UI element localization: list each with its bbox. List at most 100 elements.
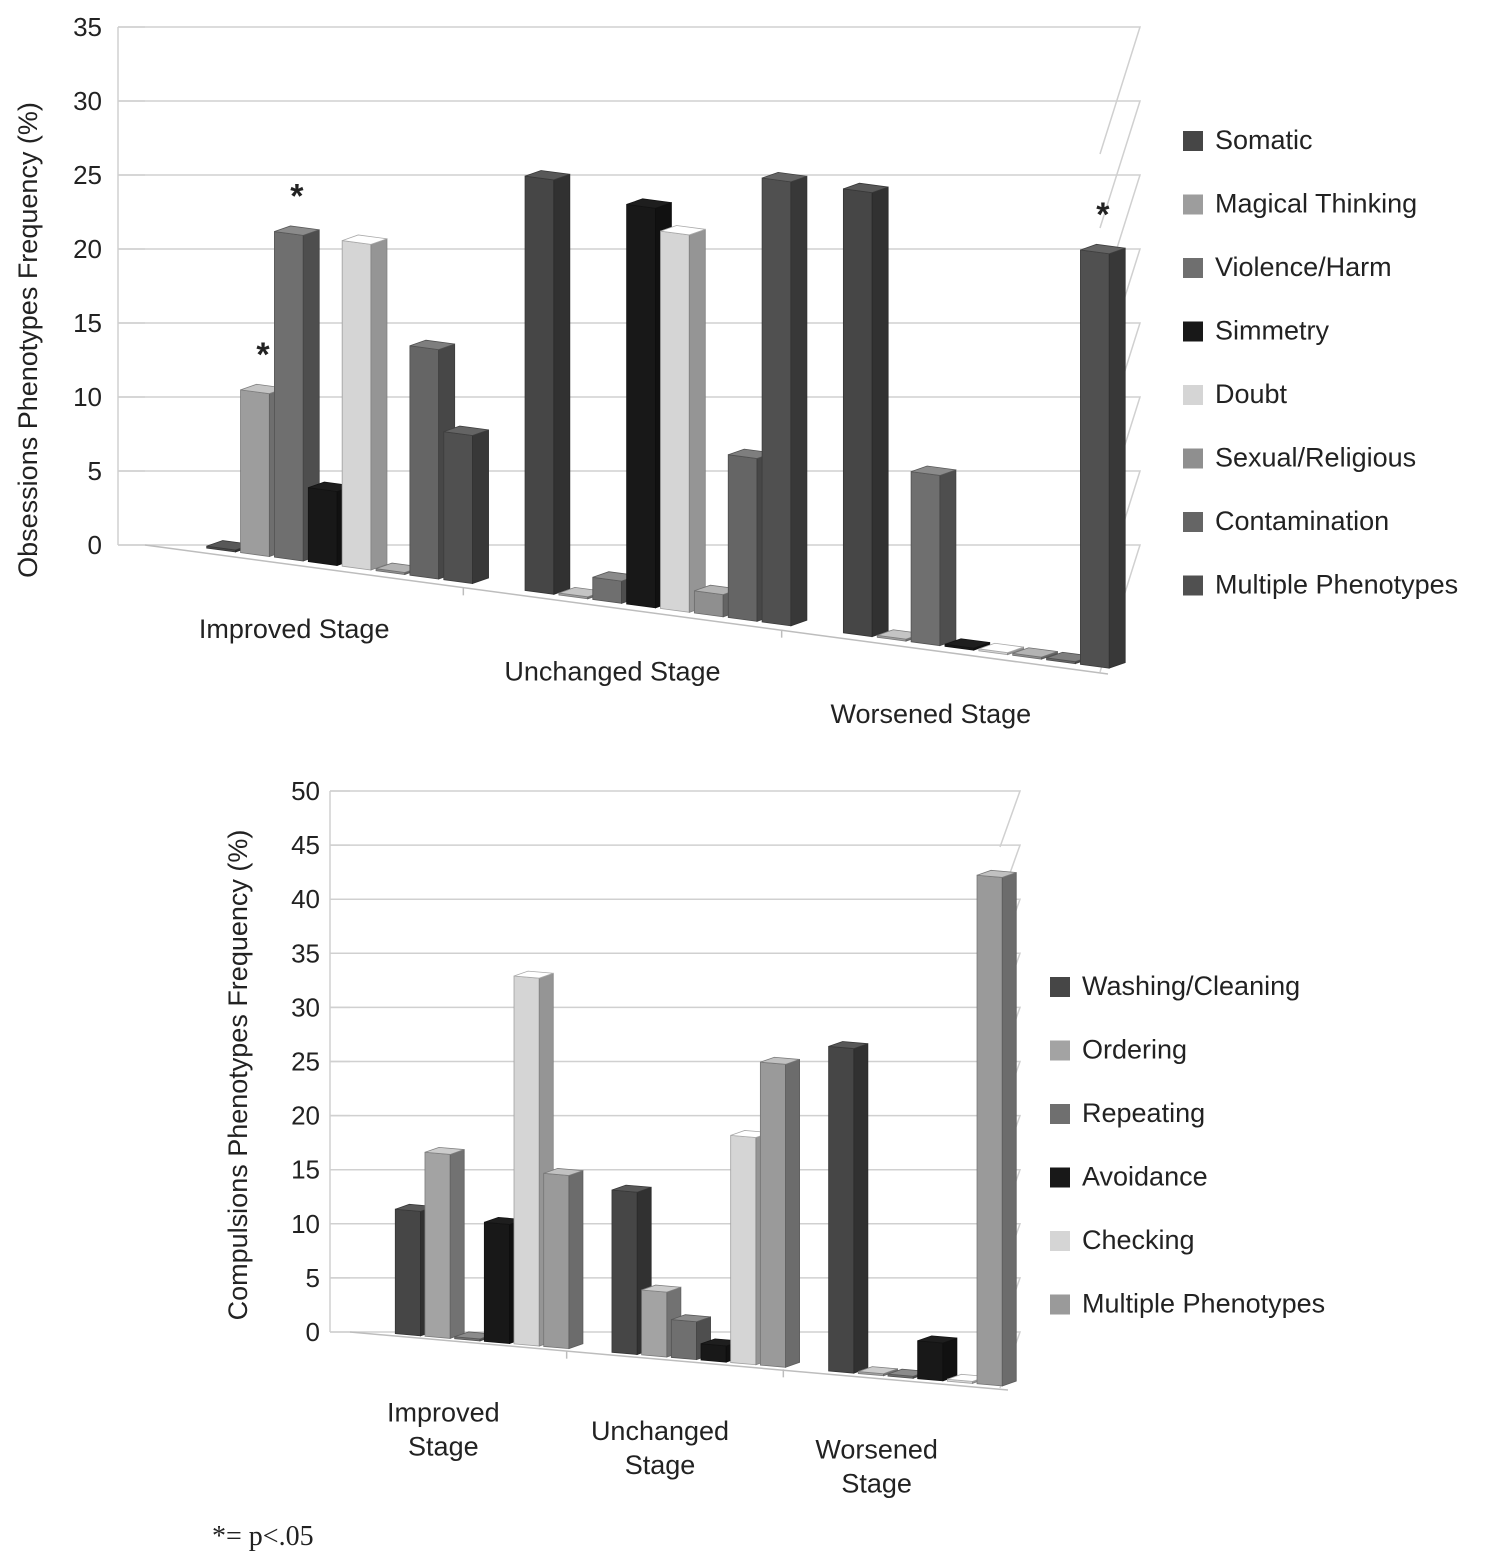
bar-front-face [976, 874, 1003, 1387]
y-tick-label: 0 [306, 1317, 320, 1347]
bar-top-face [760, 1056, 800, 1065]
y-tick-label: 0 [88, 530, 102, 560]
legend-swatch [1050, 1167, 1070, 1188]
bar-top-face [761, 172, 808, 183]
bar-front-face [274, 231, 304, 562]
bar-front-face [307, 487, 338, 566]
bar-front-face [409, 345, 440, 580]
bar [759, 1056, 800, 1368]
bar [761, 172, 808, 627]
y-tick-label: 20 [73, 234, 102, 264]
legend-swatch [1183, 385, 1203, 405]
gridline [330, 898, 1022, 956]
bar-top-face [409, 339, 455, 351]
gridline [330, 1006, 1022, 1064]
bar-front-face [828, 1045, 855, 1374]
legend-swatch [1183, 131, 1203, 151]
bar-front-face [670, 1319, 697, 1361]
legend-swatch [1183, 194, 1203, 215]
bar [1012, 647, 1058, 660]
bar-side-face [785, 1058, 800, 1368]
bar-front-face [592, 576, 622, 604]
y-tick-label: 20 [291, 1101, 320, 1131]
bar [274, 225, 320, 562]
bar [978, 642, 1025, 656]
x-category-label: Stage [841, 1469, 912, 1499]
legend-label: Washing/Cleaning [1082, 971, 1300, 1001]
bar [424, 1146, 465, 1339]
y-tick-label: 5 [306, 1263, 320, 1293]
bar [828, 1041, 869, 1374]
bar-top-face [543, 1168, 584, 1176]
x-category-label: Unchanged Stage [504, 657, 720, 687]
bar-top-face [443, 425, 489, 436]
compulsions-chart: Compulsions Phenotypes Frequency (%) 0 5 1… [223, 776, 1325, 1499]
legend-label: Somatic [1215, 125, 1313, 155]
bar-side-face [939, 469, 957, 647]
bar-front-face [483, 1221, 510, 1344]
bar-front-face [543, 1172, 570, 1350]
x-category-label: Improved Stage [199, 614, 390, 644]
y-tick-label: 5 [88, 456, 102, 486]
x-axis-line [349, 1331, 1009, 1391]
legend-label: Avoidance [1082, 1162, 1208, 1192]
bar [524, 170, 571, 595]
legend-label: Simmetry [1215, 316, 1329, 346]
bar-top-face [976, 869, 1017, 878]
y-tick-label: 30 [291, 992, 320, 1022]
bar [341, 234, 388, 571]
bar-top-face [944, 638, 990, 649]
legend-swatch [1050, 1231, 1070, 1251]
bar-front-face [240, 389, 270, 557]
legend-label: Multiple Phenotypes [1082, 1289, 1325, 1319]
bar-side-face [568, 1170, 584, 1350]
legend-label: Repeating [1082, 1098, 1205, 1128]
legend-label: Ordering [1082, 1035, 1187, 1065]
significance-marker: * [290, 178, 304, 216]
bar-front-face [424, 1151, 451, 1339]
bar-top-face [858, 1366, 898, 1375]
bar-side-face [449, 1148, 465, 1339]
bar-front-face [341, 240, 372, 571]
x-category-label: Worsened [815, 1435, 938, 1465]
bar [976, 869, 1017, 1387]
bar-front-face [524, 175, 555, 595]
bar-top-face [917, 1335, 958, 1344]
bar-front-face [611, 1189, 638, 1355]
y-tick-label: 15 [291, 1155, 320, 1185]
bar-side-face [853, 1043, 869, 1374]
bar-top-face [1012, 647, 1058, 658]
bar-front-face [727, 454, 758, 622]
bar [842, 182, 889, 638]
bar-front-face [660, 230, 690, 613]
y-tick-label: 50 [291, 776, 320, 806]
bar [660, 225, 706, 613]
x-category-label: Unchanged [591, 1416, 729, 1446]
bar-side-face [472, 429, 489, 585]
bar [857, 1366, 898, 1377]
x-axis-line [144, 544, 1109, 675]
bar-top-face [513, 970, 554, 979]
x-category-label: Stage [408, 1431, 479, 1461]
bar-front-face [910, 471, 941, 647]
bar-side-face [553, 173, 571, 595]
significance-marker: * [256, 336, 270, 374]
bar-side-face [688, 228, 706, 613]
bar-front-face [693, 590, 724, 618]
legend-swatch [1183, 575, 1203, 596]
y-axis-title-obsessions: Obsessions Phenotypes Frequency (%) [13, 102, 43, 578]
bar-front-face [1080, 249, 1110, 669]
gridline [118, 100, 1142, 229]
bar-front-face [842, 188, 873, 638]
legend-label: Magical Thinking [1215, 189, 1417, 219]
bar [944, 638, 991, 651]
legend-swatch [1183, 321, 1203, 342]
y-tick-label: 25 [291, 1047, 320, 1077]
bar-top-face [660, 225, 706, 236]
legend-label: Sexual/Religious [1215, 443, 1416, 473]
bar-top-face [274, 225, 320, 236]
bar [443, 425, 489, 585]
bar-top-face [342, 234, 388, 245]
y-tick-label: 30 [73, 86, 102, 116]
